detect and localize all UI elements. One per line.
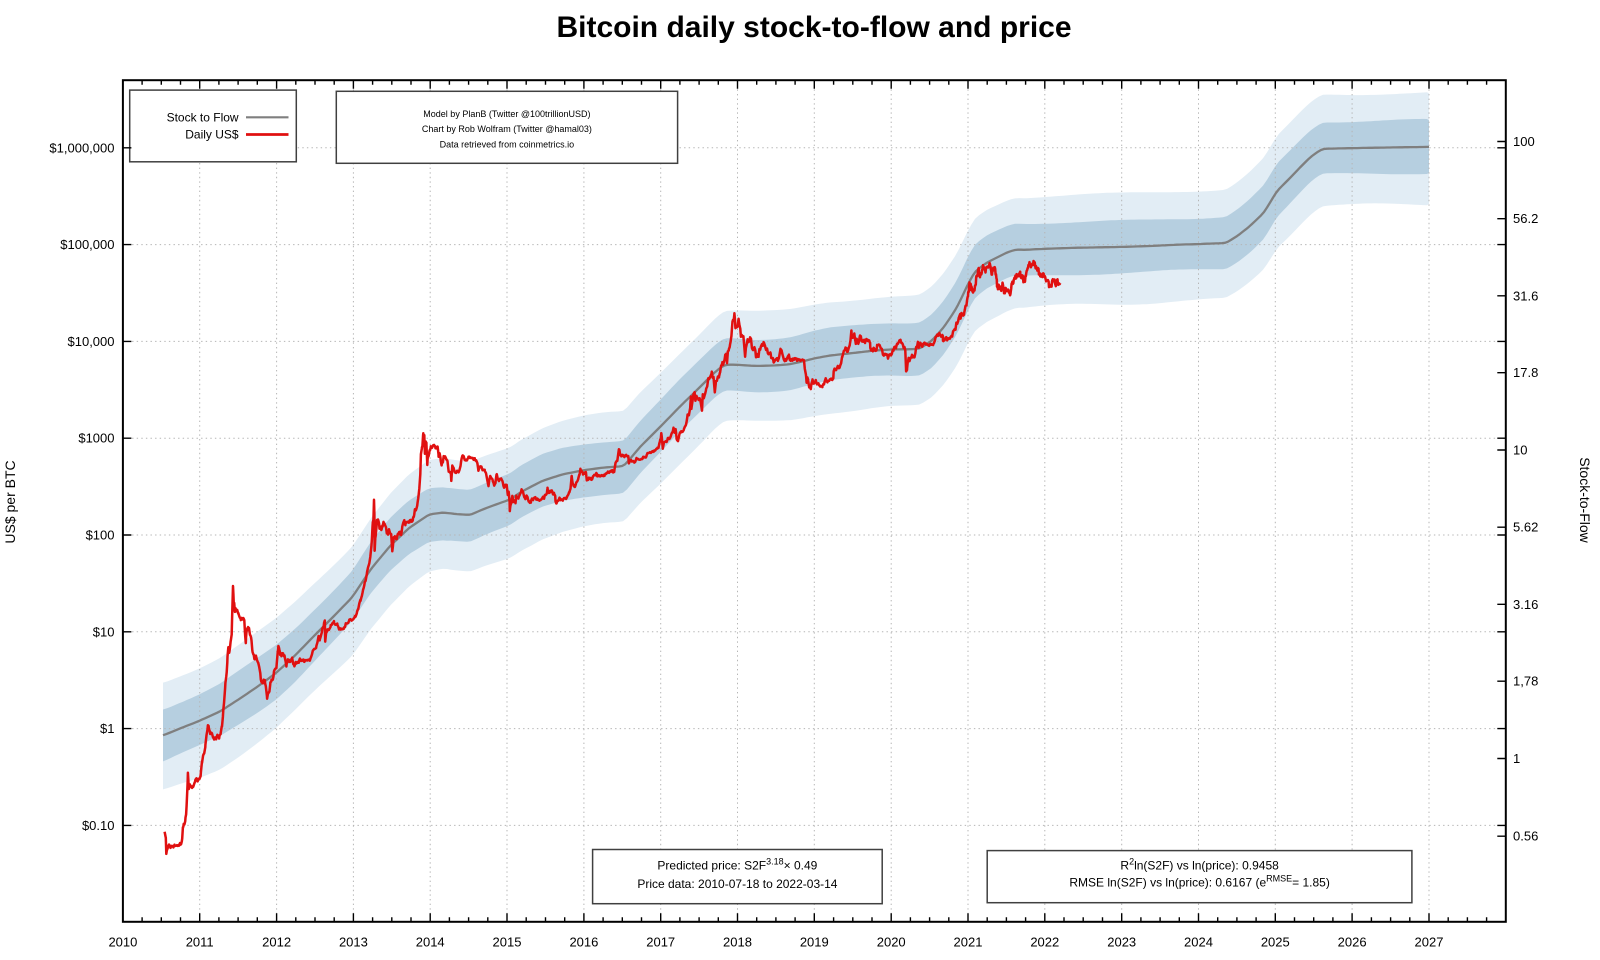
svg-text:$10: $10 — [93, 624, 115, 639]
svg-text:Price data: 2010-07-18 to 2022: Price data: 2010-07-18 to 2022-03-14 — [637, 877, 837, 891]
svg-text:2015: 2015 — [493, 935, 522, 950]
svg-text:RMSE ln(S2F) vs ln(price): 0.6: RMSE ln(S2F) vs ln(price): 0.6167 (eRMSE… — [1069, 874, 1329, 890]
svg-text:17.8: 17.8 — [1513, 365, 1538, 380]
svg-text:2023: 2023 — [1107, 935, 1136, 950]
svg-text:10: 10 — [1513, 443, 1527, 458]
svg-text:Daily US$: Daily US$ — [185, 127, 239, 141]
svg-text:2010: 2010 — [108, 935, 137, 950]
svg-text:2018: 2018 — [723, 935, 752, 950]
svg-text:Chart by Rob Wolfram (Twitter: Chart by Rob Wolfram (Twitter @hamal03) — [422, 124, 592, 134]
svg-text:Stock-to-Flow: Stock-to-Flow — [1577, 457, 1593, 543]
svg-text:Predicted price: S2F3.18× 0.49: Predicted price: S2F3.18× 0.49 — [657, 856, 817, 872]
svg-text:56.2: 56.2 — [1513, 211, 1538, 226]
svg-text:2016: 2016 — [569, 935, 598, 950]
svg-text:2017: 2017 — [646, 935, 675, 950]
svg-text:1,78: 1,78 — [1513, 674, 1538, 689]
svg-text:R2ln(S2F) vs ln(price): 0.9458: R2ln(S2F) vs ln(price): 0.9458 — [1120, 856, 1279, 872]
svg-text:2024: 2024 — [1184, 935, 1213, 950]
svg-text:2014: 2014 — [416, 935, 445, 950]
svg-text:$100: $100 — [86, 528, 115, 543]
svg-text:$100,000: $100,000 — [60, 237, 114, 252]
svg-text:$1000: $1000 — [78, 431, 114, 446]
svg-text:100: 100 — [1513, 134, 1535, 149]
svg-text:2025: 2025 — [1261, 935, 1290, 950]
svg-text:$1: $1 — [100, 721, 114, 736]
svg-text:2026: 2026 — [1338, 935, 1367, 950]
svg-text:Bitcoin daily stock-to-flow an: Bitcoin daily stock-to-flow and price — [556, 11, 1071, 44]
svg-text:$1,000,000: $1,000,000 — [49, 140, 114, 155]
svg-text:Stock to Flow: Stock to Flow — [167, 111, 239, 125]
svg-text:2011: 2011 — [186, 935, 214, 950]
svg-text:$10,000: $10,000 — [68, 334, 115, 349]
svg-text:31.6: 31.6 — [1513, 288, 1538, 303]
svg-text:2021: 2021 — [954, 935, 983, 950]
svg-text:$0.10: $0.10 — [82, 818, 115, 833]
svg-text:0.56: 0.56 — [1513, 829, 1538, 844]
svg-text:Data retrieved from coinmetric: Data retrieved from coinmetrics.io — [440, 140, 575, 150]
svg-text:2027: 2027 — [1415, 935, 1444, 950]
svg-text:2019: 2019 — [800, 935, 829, 950]
svg-text:Model by PlanB (Twitter @100tr: Model by PlanB (Twitter @100trillionUSD) — [423, 109, 590, 119]
svg-text:2012: 2012 — [262, 935, 291, 950]
svg-text:2020: 2020 — [877, 935, 906, 950]
svg-text:1: 1 — [1513, 751, 1520, 766]
svg-text:2022: 2022 — [1030, 935, 1059, 950]
svg-text:3.16: 3.16 — [1513, 597, 1538, 612]
svg-text:US$ per BTC: US$ per BTC — [2, 460, 18, 543]
svg-text:2013: 2013 — [339, 935, 368, 950]
svg-text:5.62: 5.62 — [1513, 520, 1538, 535]
